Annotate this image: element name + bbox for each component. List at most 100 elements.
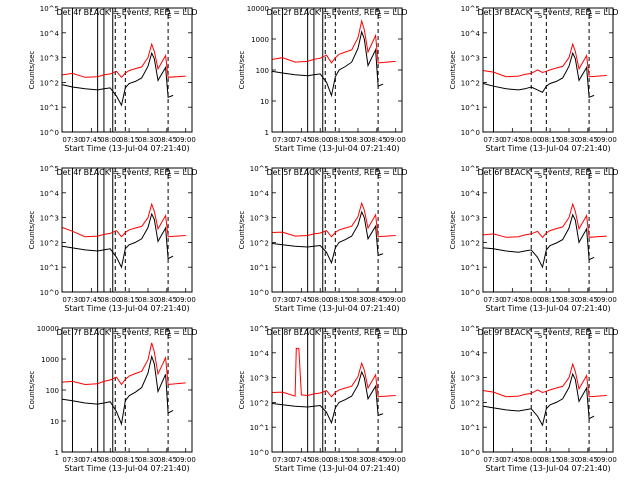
x-tick-label: 07:45 — [502, 296, 522, 304]
x-tick-label: 09:00 — [176, 136, 196, 144]
x-tick-label: 07:30 — [272, 136, 292, 144]
y-tick-label: 10000 — [37, 325, 59, 333]
chart-title: Det 4f BLACK = Events, RED = LLD — [56, 168, 197, 177]
x-axis-label: Start Time (13-Jul-04 07:21:40) — [485, 304, 610, 313]
y-axis-label: Counts/sec — [449, 211, 457, 250]
x-tick-label: 08:45 — [367, 456, 387, 464]
marker-label: S — [117, 332, 122, 340]
x-axis-label: Start Time (13-Jul-04 07:21:40) — [64, 464, 189, 473]
x-tick-label: 07:30 — [62, 296, 82, 304]
plot-frame — [482, 327, 614, 453]
x-tick-label: 08:15 — [540, 456, 560, 464]
marker-label: S — [117, 172, 122, 180]
y-tick-label: 10^0 — [40, 129, 59, 137]
y-tick-label: 10 — [260, 98, 269, 106]
y-tick-label: 10^0 — [250, 449, 269, 457]
plot-frame — [271, 327, 403, 453]
x-tick-label: 07:30 — [62, 456, 82, 464]
x-tick-label: 08:00 — [100, 296, 120, 304]
x-tick-label: 08:45 — [367, 296, 387, 304]
x-tick-label: 08:45 — [578, 456, 598, 464]
marker-label: E — [167, 172, 171, 180]
y-tick-label: 1000 — [41, 356, 59, 364]
chart-panel-2: Det 2f BLACK = Events, RED = LLD 1 10 100 10… — [238, 5, 408, 153]
x-tick-label: 07:30 — [483, 296, 503, 304]
chart-panel-4: Det 4f BLACK = Events, RED = LLD 10^0 10^1… — [28, 165, 198, 313]
x-tick-label: 08:00 — [521, 296, 541, 304]
x-tick-label: 08:45 — [578, 296, 598, 304]
y-tick-label: 10^3 — [461, 375, 480, 383]
plot-frame — [61, 167, 193, 293]
y-tick-label: 10^3 — [250, 375, 269, 383]
x-tick-label: 07:45 — [291, 296, 311, 304]
x-tick-label: 08:15 — [329, 296, 349, 304]
lld-series-line — [62, 342, 186, 386]
events-series-line — [272, 30, 384, 98]
x-tick-label: 08:30 — [138, 296, 158, 304]
plot-frame — [271, 167, 403, 293]
x-axis-label: Start Time (13-Jul-04 07:21:40) — [64, 304, 189, 313]
x-tick-label: 08:00 — [100, 136, 120, 144]
lld-series-line — [483, 42, 607, 78]
x-tick-label: 08:30 — [138, 456, 158, 464]
chart-panel-9: Det 9f BLACK = Events, RED = LLD 10^0 10^1… — [449, 325, 619, 473]
y-tick-label: 1 — [55, 449, 59, 457]
y-tick-label: 10^4 — [461, 190, 481, 198]
x-tick-label: 07:45 — [502, 136, 522, 144]
plot-frame — [61, 327, 193, 453]
chart-title: Det 6f BLACK = Events, RED = LLD — [477, 168, 618, 177]
plot-frame — [482, 7, 614, 133]
x-axis-label: Start Time (13-Jul-04 07:21:40) — [274, 144, 399, 153]
y-tick-label: 10^2 — [461, 399, 480, 407]
x-tick-label: 08:15 — [540, 136, 560, 144]
x-axis-label: Start Time (13-Jul-04 07:21:40) — [64, 144, 189, 153]
y-tick-label: 10^0 — [461, 129, 480, 137]
x-tick-label: 08:30 — [348, 296, 368, 304]
x-tick-label: 08:15 — [329, 136, 349, 144]
y-tick-label: 10^3 — [461, 55, 480, 63]
y-tick-label: 10^1 — [461, 264, 480, 272]
marker-label: S — [538, 172, 543, 180]
lld-series-line — [62, 42, 186, 79]
y-tick-label: 10^1 — [461, 424, 480, 432]
x-tick-label: 09:00 — [176, 456, 196, 464]
x-tick-label: 09:00 — [386, 136, 406, 144]
x-tick-label: 09:00 — [386, 296, 406, 304]
marker-label: E — [588, 172, 592, 180]
x-axis-label: Start Time (13-Jul-04 07:21:40) — [274, 304, 399, 313]
marker-label: S — [117, 12, 122, 20]
x-tick-label: 08:00 — [310, 136, 330, 144]
plot-frame — [271, 7, 403, 133]
y-tick-label: 100 — [256, 67, 269, 75]
chart-panel-6: Det 6f BLACK = Events, RED = LLD 10^0 10^1… — [449, 165, 619, 313]
chart-title: Det 9f BLACK = Events, RED = LLD — [477, 328, 618, 337]
x-tick-label: 07:30 — [62, 136, 82, 144]
events-series-line — [483, 213, 595, 269]
marker-label: S — [538, 332, 543, 340]
x-tick-label: 08:00 — [100, 456, 120, 464]
x-tick-label: 08:15 — [119, 136, 139, 144]
events-series-line — [272, 210, 384, 265]
chart-title: Det 2f BLACK = Events, RED = LLD — [266, 8, 407, 17]
x-tick-label: 07:30 — [272, 456, 292, 464]
x-tick-label: 07:30 — [483, 456, 503, 464]
y-tick-label: 10^5 — [461, 165, 480, 173]
x-tick-label: 07:45 — [291, 456, 311, 464]
x-tick-label: 07:45 — [81, 296, 101, 304]
y-tick-label: 10^1 — [461, 104, 480, 112]
y-tick-label: 10^1 — [250, 264, 269, 272]
x-axis-label: Start Time (13-Jul-04 07:21:40) — [274, 464, 399, 473]
y-tick-label: 10^5 — [40, 165, 59, 173]
x-tick-label: 07:45 — [502, 456, 522, 464]
marker-label: S — [327, 12, 332, 20]
x-tick-label: 08:30 — [559, 456, 579, 464]
y-axis-label: Counts/sec — [449, 51, 457, 90]
y-tick-label: 100 — [46, 387, 59, 395]
lld-series-line — [62, 202, 186, 238]
y-axis-label: Counts/sec — [28, 371, 36, 410]
marker-label: E — [377, 332, 381, 340]
marker-label: E — [377, 12, 381, 20]
x-tick-label: 09:00 — [597, 456, 617, 464]
lld-series-line — [272, 201, 396, 238]
